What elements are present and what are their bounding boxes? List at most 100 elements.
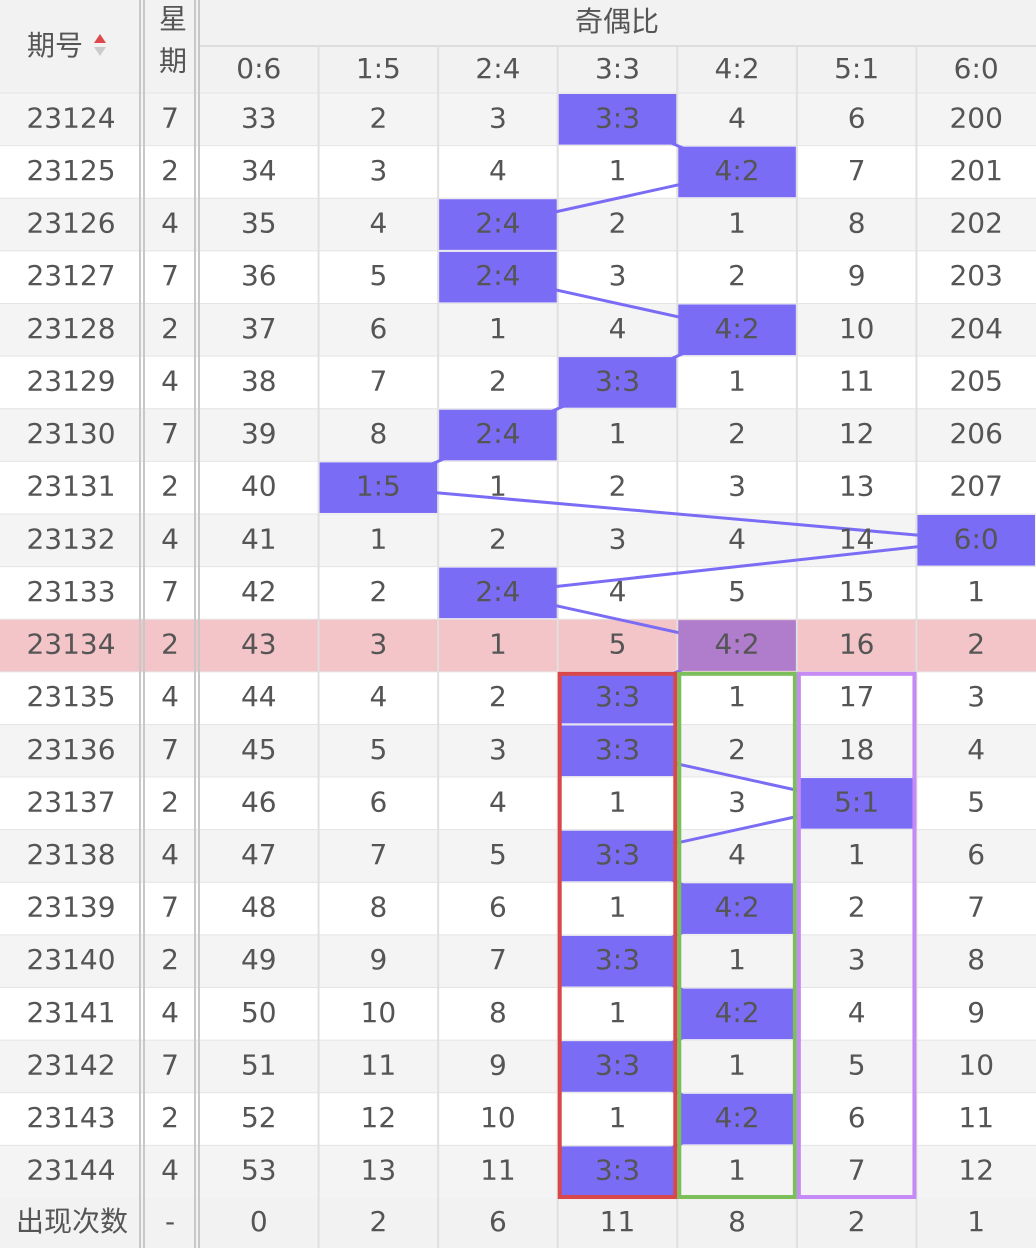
miss-count: 3 <box>848 943 866 976</box>
miss-count: 49 <box>241 943 277 976</box>
hit-cell <box>558 1041 677 1092</box>
miss-count: 44 <box>241 680 277 713</box>
miss-count: 11 <box>361 1048 397 1081</box>
miss-count: 36 <box>241 259 277 292</box>
hit-cell <box>678 620 796 671</box>
column-label: 2:4 <box>475 52 520 85</box>
miss-count: 14 <box>839 522 875 555</box>
miss-count: 12 <box>839 417 875 450</box>
sort-down[interactable] <box>94 47 106 56</box>
miss-count: 15 <box>839 575 875 608</box>
hit-cell <box>439 567 557 619</box>
miss-count: 203 <box>949 259 1002 292</box>
miss-count: 1 <box>609 154 627 187</box>
hit-cell <box>678 146 796 198</box>
miss-count: 39 <box>241 417 277 450</box>
miss-count: 4 <box>369 207 387 240</box>
miss-count: 6 <box>369 312 387 345</box>
miss-count: 7 <box>369 364 387 397</box>
miss-count: 47 <box>241 838 277 871</box>
miss-count: 5 <box>609 628 627 661</box>
miss-count: 6 <box>848 101 866 134</box>
sort-up[interactable] <box>94 34 106 43</box>
hit-cell <box>558 672 677 724</box>
miss-count: 202 <box>949 207 1002 240</box>
hit-label: 1:5 <box>356 470 401 503</box>
hit-label: 3:3 <box>595 733 640 766</box>
hit-cell <box>439 409 557 461</box>
miss-count: 43 <box>241 628 277 661</box>
period: 23128 <box>26 312 115 345</box>
miss-count: 9 <box>967 996 985 1029</box>
miss-count: 3 <box>728 470 746 503</box>
hit-cell <box>558 830 677 882</box>
miss-count: 1 <box>848 838 866 871</box>
period: 23125 <box>26 154 115 187</box>
footer-bg <box>0 1198 1036 1248</box>
weekday: 2 <box>161 1101 179 1134</box>
miss-count: 8 <box>848 207 866 240</box>
column-label: 6:0 <box>954 52 999 85</box>
row-bg <box>0 93 1036 146</box>
period: 23139 <box>26 891 115 924</box>
miss-count: 1 <box>728 1048 746 1081</box>
trend-line <box>378 486 977 542</box>
period: 23129 <box>26 364 115 397</box>
row-bg <box>0 934 1036 988</box>
miss-count: 6 <box>967 838 985 871</box>
miss-count: 11 <box>958 1101 994 1134</box>
hit-cell <box>558 725 677 777</box>
row-bg <box>0 356 1036 409</box>
group-header: 奇偶比 <box>575 5 659 38</box>
weekday: 7 <box>161 1048 179 1081</box>
miss-count: 3 <box>489 101 507 134</box>
miss-count: 41 <box>241 522 277 555</box>
miss-count: 12 <box>361 1101 397 1134</box>
miss-count: 8 <box>967 943 985 976</box>
hit-label: 2:4 <box>475 259 520 292</box>
miss-count: 4 <box>967 733 985 766</box>
occurrence-count: 1 <box>967 1205 985 1238</box>
hit-cell <box>678 883 796 934</box>
miss-count: 7 <box>967 891 985 924</box>
miss-count: 2 <box>369 101 387 134</box>
miss-count: 201 <box>949 154 1002 187</box>
occurrence-count: 2 <box>848 1205 866 1238</box>
miss-count: 1 <box>489 628 507 661</box>
hit-cell <box>439 199 557 250</box>
miss-count: 52 <box>241 1101 277 1134</box>
miss-count: 200 <box>949 101 1002 134</box>
occurrence-count: 2 <box>369 1205 387 1238</box>
hit-label: 5:1 <box>834 785 879 818</box>
miss-count: 2 <box>728 259 746 292</box>
miss-count: 7 <box>489 943 507 976</box>
miss-count: 1 <box>609 996 627 1029</box>
row-bg <box>0 829 1036 883</box>
miss-count: 18 <box>839 733 875 766</box>
hit-cell <box>797 778 916 829</box>
miss-count: 207 <box>949 470 1002 503</box>
miss-count: 50 <box>241 996 277 1029</box>
miss-count: 3 <box>369 154 387 187</box>
hit-cell <box>678 1093 796 1145</box>
weekday: 2 <box>161 943 179 976</box>
miss-count: 4 <box>609 312 627 345</box>
hit-label: 3:3 <box>595 1048 640 1081</box>
hit-label: 4:2 <box>715 996 760 1029</box>
miss-count: 4 <box>609 575 627 608</box>
miss-count: 1 <box>369 522 387 555</box>
period: 23143 <box>26 1101 115 1134</box>
hit-label: 4:2 <box>715 1101 760 1134</box>
weekday: 4 <box>161 838 179 871</box>
row-bg <box>0 461 1036 514</box>
hit-cell <box>319 462 438 513</box>
miss-count: 3 <box>967 680 985 713</box>
miss-count: 10 <box>958 1048 994 1081</box>
period: 23132 <box>26 522 115 555</box>
column-label: 5:1 <box>834 52 879 85</box>
miss-count: 1 <box>967 575 985 608</box>
miss-count: 1 <box>609 891 627 924</box>
weekday: 4 <box>161 680 179 713</box>
miss-count: 17 <box>839 680 875 713</box>
miss-count: 1 <box>728 1154 746 1187</box>
